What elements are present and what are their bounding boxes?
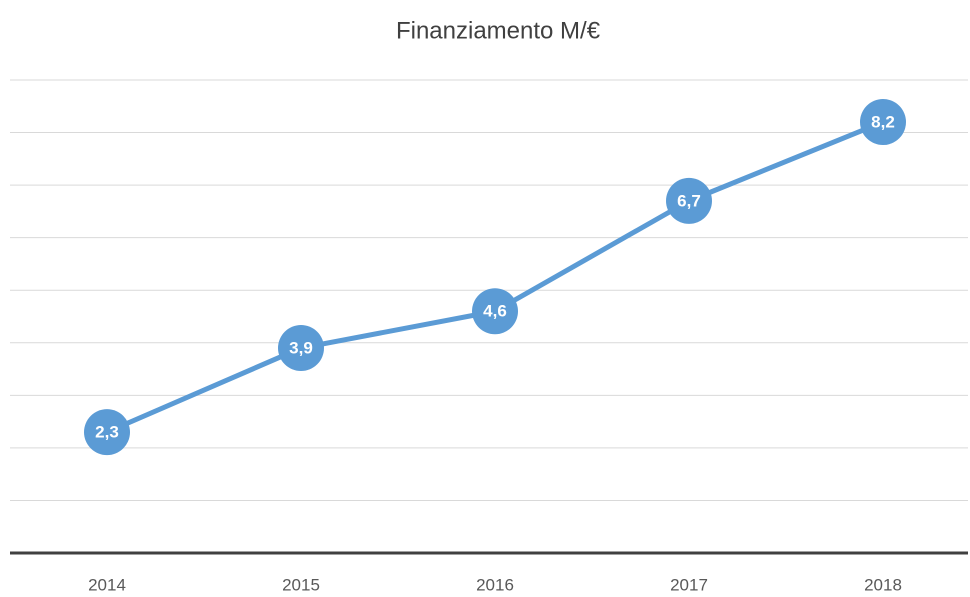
- series-line: [106, 119, 884, 435]
- data-point: [860, 99, 906, 146]
- x-tick-label: 2018: [864, 575, 902, 594]
- data-label: 3,9: [289, 339, 313, 358]
- chart-title: Finanziamento M/€: [396, 17, 601, 44]
- data-point: [472, 288, 518, 335]
- data-label: 8,2: [871, 113, 895, 132]
- data-label: 2,3: [95, 423, 119, 442]
- x-tick-label: 2016: [476, 575, 514, 594]
- data-point: [278, 325, 324, 372]
- x-tick-label: 2015: [282, 575, 320, 594]
- x-tick-label: 2014: [88, 575, 126, 594]
- data-label: 6,7: [677, 191, 701, 210]
- data-point: [84, 409, 130, 456]
- data-label: 4,6: [483, 302, 507, 321]
- data-point: [666, 177, 712, 224]
- x-tick-label: 2017: [670, 575, 708, 594]
